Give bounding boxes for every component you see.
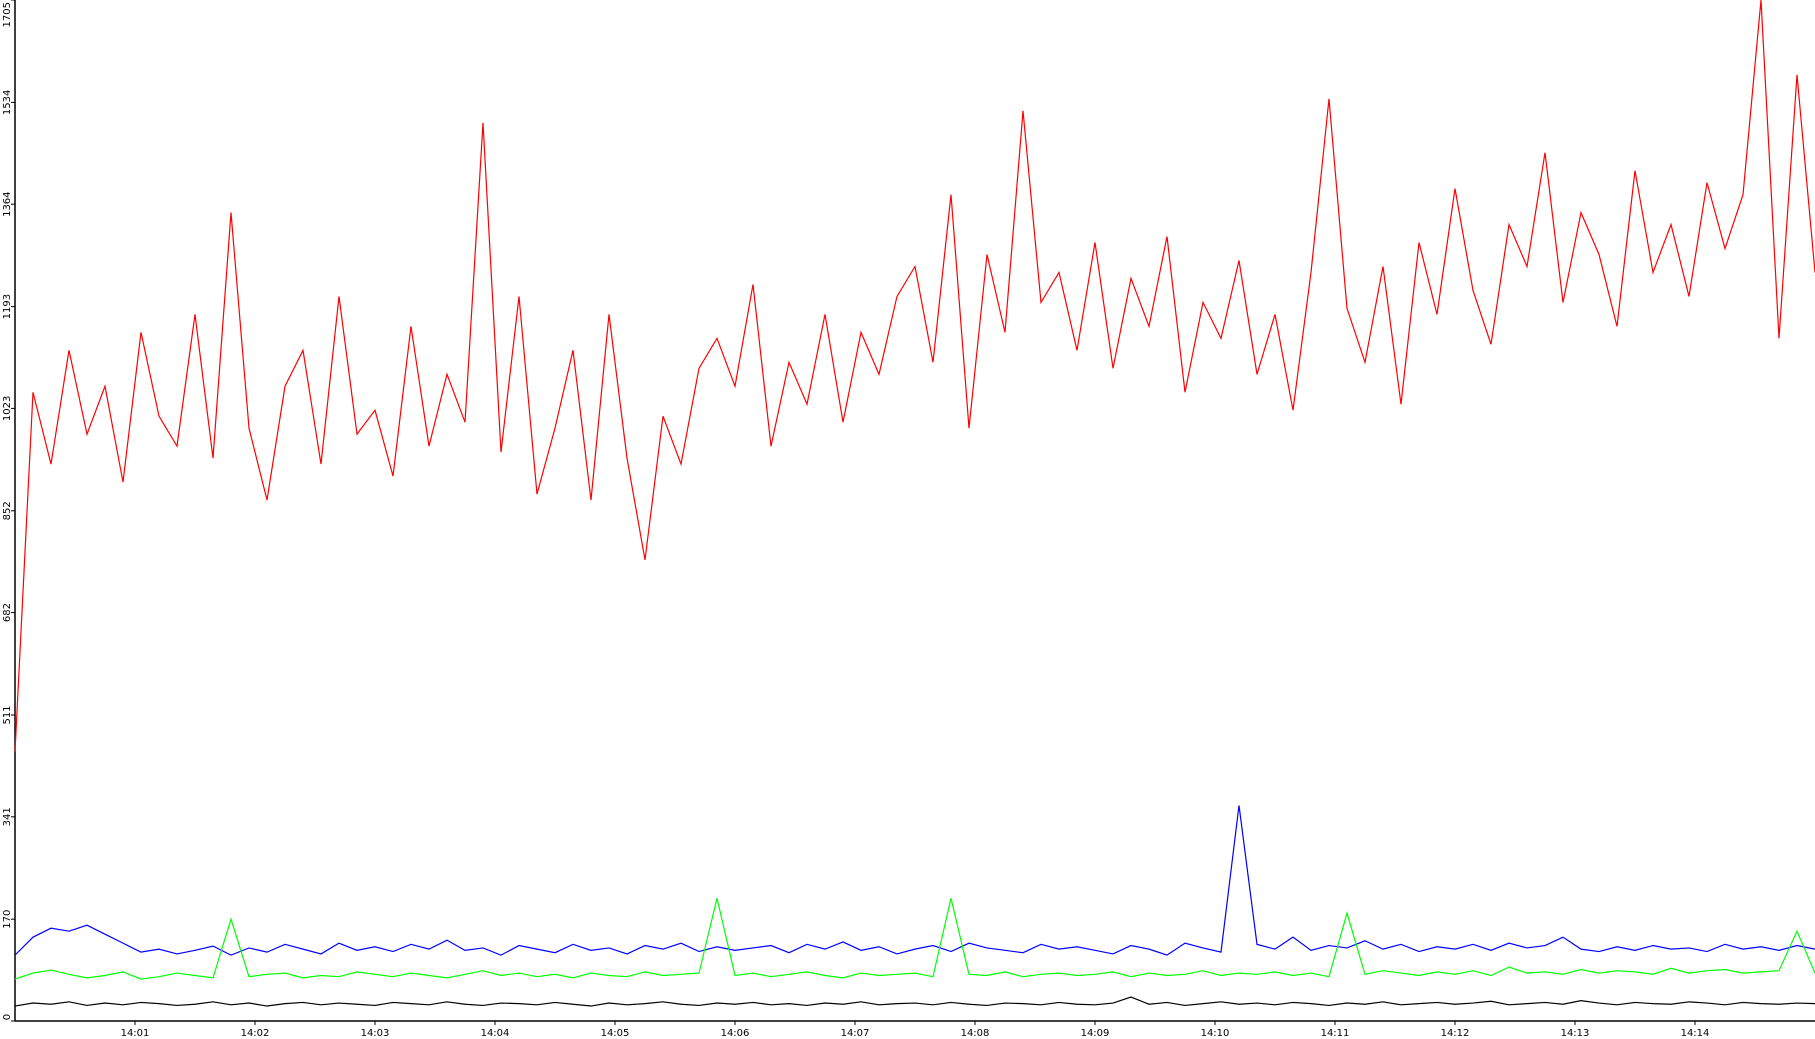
x-tick-label: 14:01: [121, 1028, 150, 1039]
x-tick-label: 14:02: [241, 1028, 270, 1039]
y-tick-label: 1023: [2, 396, 13, 421]
y-tick-label: 1534: [2, 90, 13, 115]
x-tick-label: 14:05: [601, 1028, 630, 1039]
x-tick-label: 14:14: [1681, 1028, 1710, 1039]
x-tick-label: 14:09: [1081, 1028, 1110, 1039]
series-line: [14, 0, 1815, 752]
y-tick-label: 0: [2, 1014, 13, 1020]
x-tick-label: 14:13: [1561, 1028, 1590, 1039]
x-tick-label: 14:11: [1321, 1028, 1350, 1039]
x-tick-label: 14:08: [961, 1028, 990, 1039]
y-tick-label: 682: [2, 603, 13, 622]
y-tick-label: 1193: [2, 294, 13, 319]
y-tick-label: 1705: [2, 2, 13, 27]
x-tick-label: 14:04: [481, 1028, 510, 1039]
series-line: [14, 898, 1815, 980]
y-tick-label: 341: [2, 807, 13, 826]
series-line: [14, 805, 1815, 956]
series-line: [14, 996, 1815, 1007]
y-tick-label: 511: [2, 705, 13, 724]
y-tick-label: 170: [2, 910, 13, 929]
x-tick-label: 14:03: [361, 1028, 390, 1039]
x-tick-label: 14:10: [1201, 1028, 1230, 1039]
x-tick-label: 14:06: [721, 1028, 750, 1039]
x-tick-label: 14:07: [841, 1028, 870, 1039]
x-tick-label: 14:12: [1441, 1028, 1470, 1039]
y-tick-label: 1364: [2, 191, 13, 216]
y-tick-label: 852: [2, 501, 13, 520]
